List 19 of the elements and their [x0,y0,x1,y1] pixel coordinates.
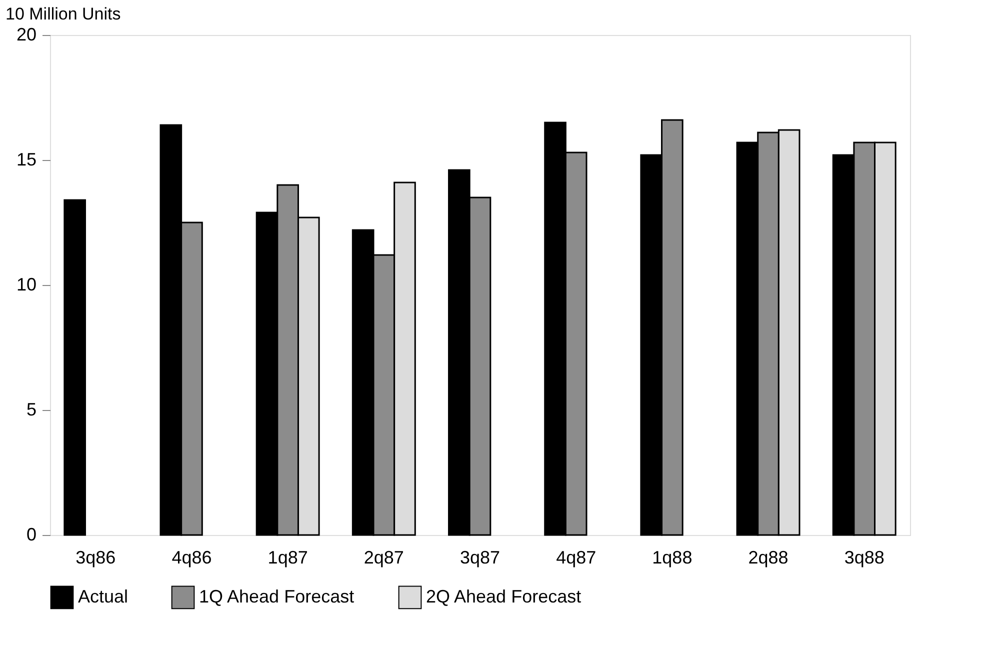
y-axis-title: 10 Million Units [6,4,121,24]
x-tick-label: 2q88 [748,548,788,568]
legend-label: 2Q Ahead Forecast [426,586,582,606]
y-tick-label: 5 [26,400,36,420]
y-tick-label: 10 [16,274,36,294]
x-tick-label: 1q88 [652,548,692,568]
x-tick-label: 3q86 [76,548,116,568]
x-tick-label: 1q87 [268,548,308,568]
x-tick-label: 2q87 [364,548,404,568]
legend-label: Actual [78,586,128,606]
x-tick-label: 3q87 [460,548,500,568]
x-tick-label: 4q86 [172,548,212,568]
x-tick-label: 4q87 [556,548,596,568]
x-tick-label: 3q88 [844,548,884,568]
y-tick-label: 20 [16,24,36,44]
y-tick-label: 0 [26,524,36,544]
bar [64,199,86,536]
y-tick-label: 15 [16,150,36,170]
legend-label: 1Q Ahead Forecast [199,586,354,606]
